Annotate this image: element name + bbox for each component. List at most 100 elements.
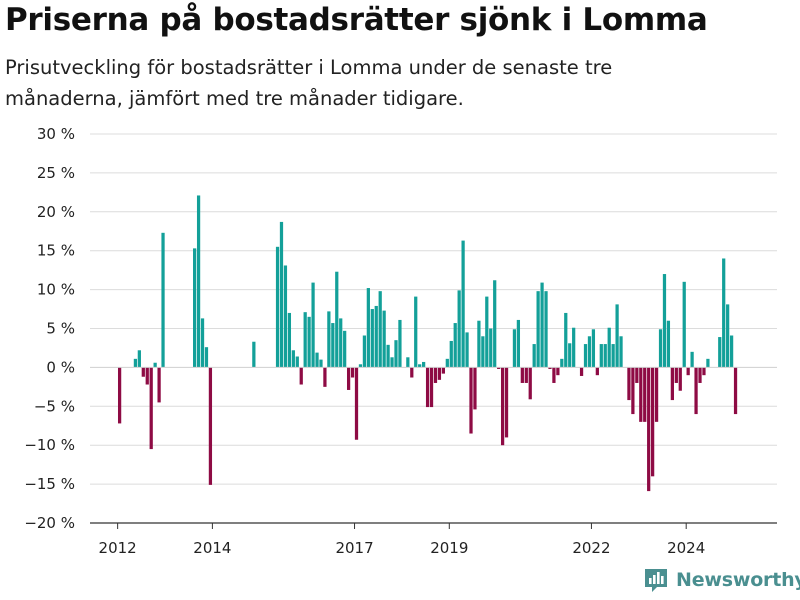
bar [287, 312, 292, 368]
bar [149, 367, 153, 450]
x-tick-label: 2024 [667, 539, 705, 557]
bar [208, 367, 213, 485]
bar [358, 364, 363, 368]
bar [133, 358, 138, 368]
bar [504, 367, 509, 438]
bar [161, 232, 165, 368]
x-tick-label: 2022 [572, 539, 610, 557]
bar [153, 362, 157, 368]
bar [453, 323, 457, 368]
bar [611, 344, 615, 368]
y-axis-labels: −20 % −15 % −10 % −5 % 0 % 5 % 10 % 15 % 20 % 25 … [24, 125, 75, 532]
chart-title: Priserna på bostadsrätter sjönk i Lomma [5, 2, 708, 38]
bar [583, 344, 588, 368]
annotation-label: −6 % [724, 0, 765, 4]
bar [512, 329, 517, 368]
bar [252, 341, 256, 368]
bar [500, 367, 505, 446]
x-tick-label: 2014 [193, 539, 231, 557]
bar [718, 337, 722, 368]
y-tick-label: −10 % [24, 436, 75, 454]
bar [595, 367, 599, 376]
x-tick-label: 2019 [430, 539, 468, 557]
bar [366, 288, 370, 368]
bar [398, 319, 402, 368]
bar [323, 367, 327, 387]
newsworthy-brand: Newsworthy [644, 567, 800, 593]
bar [449, 340, 453, 368]
bar [489, 328, 493, 368]
bar [291, 350, 295, 368]
bar [378, 291, 382, 368]
bar [572, 327, 576, 368]
bar [674, 367, 678, 383]
y-tick-label: 10 % [37, 281, 75, 299]
bar [117, 367, 122, 424]
bar [362, 335, 367, 368]
brand-name: Newsworthy [676, 569, 800, 591]
bar [497, 367, 501, 369]
bar [275, 246, 280, 368]
bar [307, 316, 311, 368]
y-tick-label: 25 % [37, 164, 75, 182]
bar [587, 336, 592, 368]
bar [662, 274, 667, 368]
bar [639, 367, 643, 422]
bar [350, 367, 355, 378]
bar [643, 367, 647, 422]
bar [682, 281, 686, 368]
bar [690, 351, 694, 368]
bar [469, 367, 473, 434]
bar [516, 319, 521, 368]
annotations: −6 % [724, 0, 765, 4]
bar [722, 258, 726, 368]
bar [343, 330, 347, 368]
bar [635, 367, 639, 383]
bar [339, 318, 343, 368]
bar [678, 367, 682, 391]
bar [579, 367, 584, 376]
bar [441, 367, 445, 374]
bar [536, 291, 540, 368]
bar [141, 367, 145, 377]
bar [524, 367, 528, 383]
bar [544, 291, 548, 368]
bar [429, 367, 434, 408]
grid-lines [90, 133, 777, 485]
bar [528, 367, 532, 400]
bar [706, 358, 710, 368]
bars [117, 195, 738, 492]
bar [619, 336, 623, 368]
bar [433, 367, 438, 383]
bar [157, 367, 161, 403]
chart-subtitle: Prisutveckling för bostadsrätter i Lomma… [5, 56, 613, 110]
bar [410, 367, 414, 378]
bar [319, 359, 323, 368]
bar [603, 344, 607, 368]
y-tick-label: −5 % [34, 397, 75, 415]
bar [627, 367, 631, 401]
bar [647, 367, 651, 492]
bar [315, 352, 319, 368]
bar [382, 310, 386, 368]
bar [204, 347, 209, 368]
bar [564, 312, 568, 368]
x-tick-label: 2017 [335, 539, 373, 557]
y-tick-label: 30 % [37, 125, 75, 143]
bar [702, 367, 706, 376]
bar [422, 361, 426, 368]
bar [418, 364, 422, 368]
bar [311, 282, 315, 368]
newsworthy-logo-icon [645, 569, 667, 592]
y-tick-label: −20 % [24, 514, 75, 532]
bar [615, 304, 619, 368]
bar [631, 367, 635, 415]
bar [303, 312, 307, 368]
y-tick-label: 5 % [46, 320, 75, 338]
bar [299, 367, 303, 385]
bar [445, 358, 449, 368]
bar [465, 332, 469, 368]
bar [532, 344, 536, 368]
bar [196, 195, 201, 368]
